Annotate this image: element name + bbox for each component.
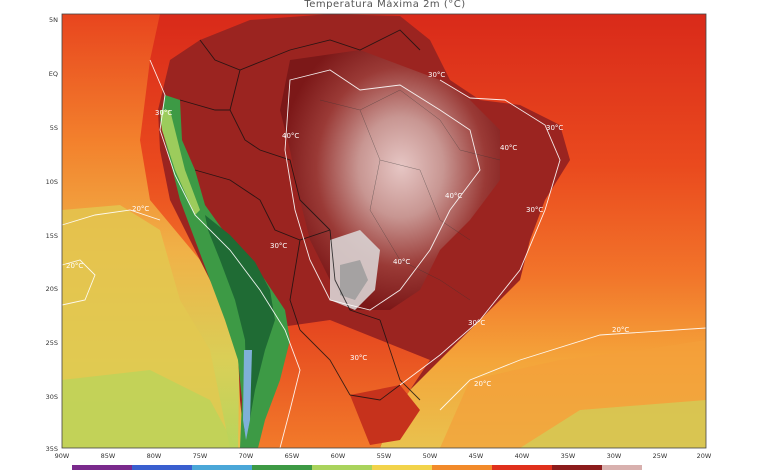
colorbar	[72, 465, 642, 470]
lon-tick-label: 35W	[561, 452, 576, 460]
lon-tick-label: 80W	[147, 452, 162, 460]
lon-tick-label: 25W	[653, 452, 668, 460]
lon-tick-label: 45W	[469, 452, 484, 460]
lon-tick-label: 65W	[285, 452, 300, 460]
state-borders	[319, 89, 501, 301]
lat-tick-label: 5S	[50, 124, 58, 132]
isotherm-lines	[61, 59, 707, 449]
lat-tick-label: 10S	[46, 178, 58, 186]
lat-tick-label: EQ	[49, 70, 58, 78]
map-title: Temperatura Máxima 2m (°C)	[304, 0, 466, 10]
isotherm-label: 20°C	[66, 262, 83, 270]
lon-tick-label: 85W	[101, 452, 116, 460]
lat-tick-label: 5N	[49, 16, 58, 24]
latitude-axis: 5N EQ 5S 10S 15S 20S 25S 30S 35S	[46, 16, 59, 453]
lat-tick-label: 25S	[46, 339, 58, 347]
country-borders	[179, 29, 421, 401]
andes-peaks	[243, 350, 252, 440]
isotherm-label: 20°C	[474, 380, 491, 388]
isotherm-label: 30°C	[546, 124, 563, 132]
cold-atlantic-patch	[520, 400, 706, 448]
isotherm-labels: 30°C 30°C 30°C 30°C 20°C 20°C 20°C 20°C …	[66, 71, 629, 388]
uruguay-region	[350, 385, 420, 445]
lat-tick-label: 20S	[46, 285, 58, 293]
isotherm-label: 20°C	[132, 205, 149, 213]
plot-frame	[61, 13, 707, 449]
andes-highlands	[205, 215, 275, 430]
lon-tick-label: 60W	[331, 452, 346, 460]
longitude-axis: 90W 85W 80W 75W 70W 65W 60W 55W 50W 45W …	[55, 452, 712, 460]
isotherm-label: 40°C	[500, 144, 517, 152]
isotherm-label: 30°C	[468, 319, 485, 327]
andes-foothills	[160, 110, 200, 215]
isotherm-label: 20°C	[612, 326, 629, 334]
lat-tick-label: 35S	[46, 445, 58, 453]
lon-tick-label: 90W	[55, 452, 70, 460]
isotherm-label: 40°C	[282, 132, 299, 140]
lon-tick-label: 40W	[515, 452, 530, 460]
isotherm-label: 30°C	[155, 109, 172, 117]
lon-tick-label: 75W	[193, 452, 208, 460]
isotherm-label: 30°C	[428, 71, 445, 79]
pantanal-dark	[340, 260, 368, 300]
lat-tick-label: 15S	[46, 232, 58, 240]
isotherm-label: 30°C	[270, 242, 287, 250]
lon-tick-label: 55W	[377, 452, 392, 460]
lon-tick-label: 30W	[607, 452, 622, 460]
cold-sst-patch	[62, 370, 236, 448]
isotherm-label: 40°C	[393, 258, 410, 266]
lat-tick-label: 30S	[46, 393, 58, 401]
lon-tick-label: 20W	[697, 452, 712, 460]
isotherm-label: 30°C	[350, 354, 367, 362]
lon-tick-label: 50W	[423, 452, 438, 460]
isotherm-label: 40°C	[445, 192, 462, 200]
isotherm-label: 30°C	[526, 206, 543, 214]
lon-tick-label: 70W	[239, 452, 254, 460]
